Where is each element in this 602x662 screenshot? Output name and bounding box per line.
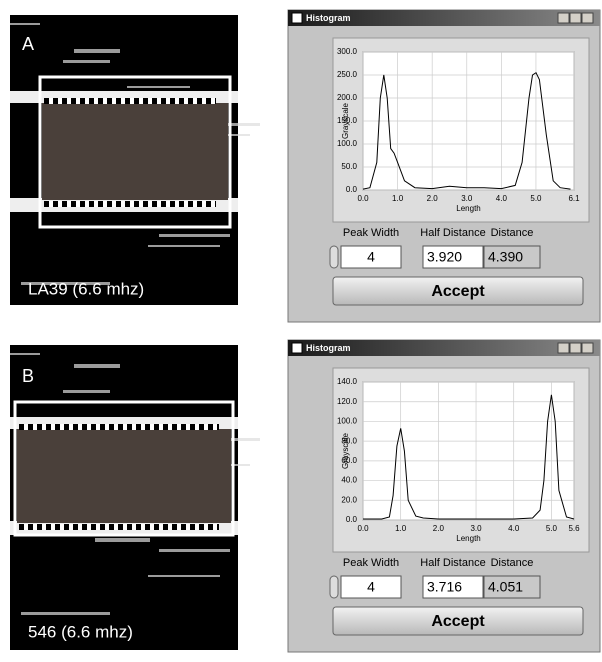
y-tick-label: 100.0: [337, 139, 358, 148]
speckle: [148, 575, 220, 577]
spinner[interactable]: [330, 246, 338, 268]
y-tick-label: 200.0: [337, 93, 358, 102]
y-tick-label: 0.0: [346, 515, 358, 524]
field-label: Distance: [491, 227, 534, 239]
x-tick-label: 0.0: [357, 524, 369, 533]
speckle: [63, 60, 110, 63]
field-label: Peak Width: [343, 227, 399, 239]
field-value: 4: [367, 579, 375, 595]
y-axis-label: Grayscale: [341, 432, 350, 469]
window-button[interactable]: [582, 343, 593, 353]
spinner[interactable]: [330, 576, 338, 598]
speckle: [74, 49, 120, 53]
speckle: [159, 234, 230, 237]
accept-button-label: Accept: [431, 613, 485, 630]
x-tick-label: 3.0: [461, 194, 473, 203]
field-label: Peak Width: [343, 557, 399, 569]
field-value: 4.390: [488, 249, 523, 265]
y-tick-label: 100.0: [337, 417, 358, 426]
plot-area: [363, 382, 574, 520]
x-tick-label: 2.0: [433, 524, 445, 533]
window-title: Histogram: [306, 343, 351, 353]
y-tick-label: 40.0: [341, 476, 357, 485]
y-tick-label: 140.0: [337, 377, 358, 386]
window-button[interactable]: [558, 13, 569, 23]
field-value: 4: [367, 249, 375, 265]
speckle: [159, 549, 230, 552]
x-tick-label: 2.0: [427, 194, 439, 203]
window-button[interactable]: [570, 343, 581, 353]
y-tick-label: 300.0: [337, 47, 358, 56]
x-tick-label: 5.6: [568, 524, 580, 533]
x-axis-label: Length: [456, 204, 480, 213]
window-button[interactable]: [570, 13, 581, 23]
x-tick-label: 5.0: [546, 524, 558, 533]
field-label: Half Distance: [420, 227, 485, 239]
window-button[interactable]: [558, 343, 569, 353]
panel-label: A: [22, 34, 34, 54]
speckle: [10, 23, 40, 25]
y-tick-label: 50.0: [341, 162, 357, 171]
speckle: [127, 86, 190, 88]
field-value: 4.051: [488, 579, 523, 595]
window-button[interactable]: [582, 13, 593, 23]
window-icon: [292, 13, 302, 23]
lumen: [42, 103, 228, 200]
x-axis-label: Length: [456, 534, 480, 543]
x-tick-label: 1.0: [395, 524, 407, 533]
accept-button-label: Accept: [431, 283, 485, 300]
x-tick-label: 3.0: [470, 524, 482, 533]
y-axis-label: Grayscale: [341, 102, 350, 139]
lumen: [17, 429, 231, 523]
field-value: 3.716: [427, 579, 462, 595]
speckle: [10, 353, 40, 355]
field-value: 3.920: [427, 249, 462, 265]
speckle: [148, 245, 220, 247]
x-tick-label: 1.0: [392, 194, 404, 203]
x-tick-label: 0.0: [357, 194, 369, 203]
image-caption: 546 (6.6 mhz): [28, 622, 133, 641]
field-label: Half Distance: [420, 557, 485, 569]
speckle: [21, 612, 110, 615]
y-tick-label: 0.0: [346, 185, 358, 194]
y-tick-label: 20.0: [341, 495, 357, 504]
field-label: Distance: [491, 557, 534, 569]
speckle: [63, 390, 110, 393]
x-tick-label: 6.1: [568, 194, 580, 203]
speckle: [95, 538, 150, 542]
panel-label: B: [22, 366, 34, 386]
speckle: [74, 364, 120, 368]
window-title: Histogram: [306, 13, 351, 23]
window-icon: [292, 343, 302, 353]
figure: ALA39 (6.6 mhz)Histogram0.050.0100.0150.…: [0, 0, 602, 657]
y-tick-label: 250.0: [337, 70, 358, 79]
x-tick-label: 4.0: [496, 194, 508, 203]
x-tick-label: 5.0: [530, 194, 542, 203]
image-caption: LA39 (6.6 mhz): [28, 279, 144, 298]
x-tick-label: 4.0: [508, 524, 520, 533]
y-tick-label: 120.0: [337, 397, 358, 406]
